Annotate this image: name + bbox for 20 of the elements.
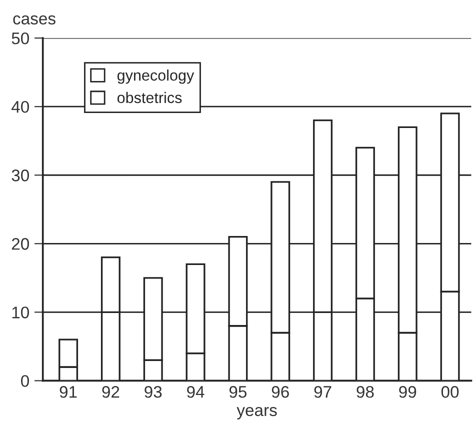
y-tick-label: 40 (11, 100, 29, 113)
y-tick-label: 0 (21, 375, 29, 387)
x-tick-label: 95 (229, 386, 247, 398)
x-axis-title: years (236, 406, 277, 420)
legend-label: gynecology (117, 69, 194, 84)
y-tick-label: 30 (12, 170, 29, 182)
y-tick-label: 10 (12, 306, 29, 318)
x-tick-label: 00 (441, 386, 459, 398)
x-tick-label: 93 (144, 386, 162, 398)
x-tick-label: 91 (60, 386, 77, 398)
y-tick-label: 50 (12, 32, 29, 44)
x-tick-label: 99 (399, 386, 416, 398)
x-tick-label: 94 (187, 386, 204, 398)
x-tick-label: 92 (102, 386, 120, 398)
x-tick-label: 96 (272, 386, 289, 398)
y-tick-label: 20 (12, 238, 29, 250)
x-tick-label: 98 (356, 386, 374, 398)
y-axis-title: cases (13, 15, 56, 24)
x-tick-label: 97 (314, 386, 332, 398)
legend-label: obstetrics (117, 92, 182, 104)
